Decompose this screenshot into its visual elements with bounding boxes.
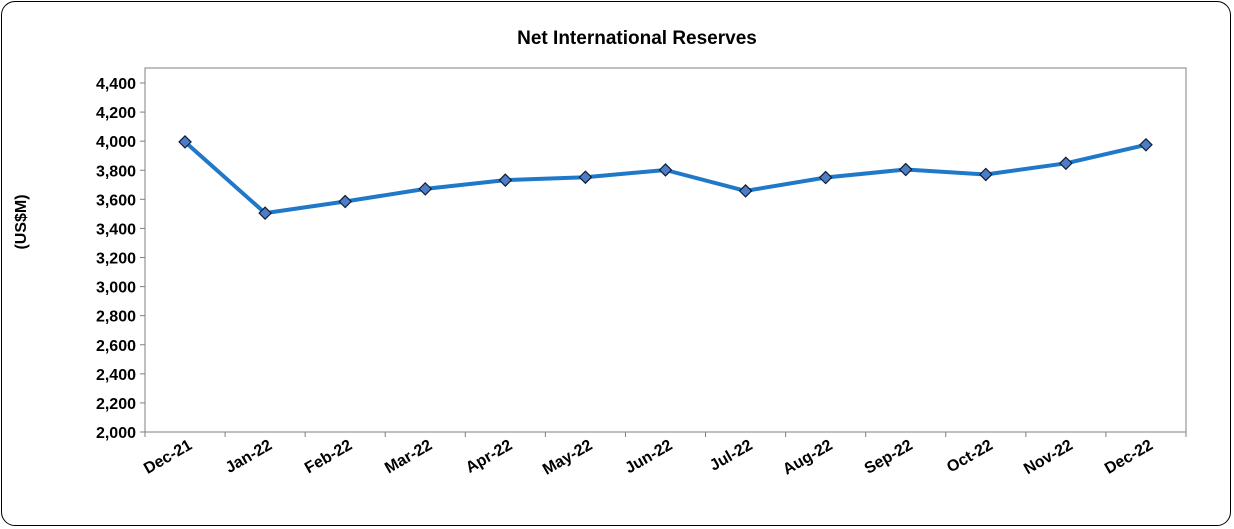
y-tick-label: 2,400 <box>96 367 136 384</box>
x-tick-label: Feb-22 <box>302 437 355 478</box>
series-group <box>178 135 1153 220</box>
x-tick-label: Jul-22 <box>707 437 756 475</box>
x-tick-label: Oct-22 <box>944 437 996 477</box>
y-tick-label: 4,200 <box>96 105 136 122</box>
x-tick-label: Mar-22 <box>382 437 435 478</box>
x-tick-label: Dec-22 <box>1102 437 1156 478</box>
data-point <box>818 170 833 185</box>
y-tick-label: 4,000 <box>96 134 136 151</box>
data-point <box>498 173 513 187</box>
data-point <box>418 182 433 196</box>
y-tick-label: 3,600 <box>96 192 136 209</box>
data-point <box>1139 137 1153 152</box>
y-tick-label: 3,400 <box>96 221 136 238</box>
x-axis: Dec-21 Jan-22 Feb-22 Mar-22 Apr-22 May-22 Jun-… <box>141 432 1187 479</box>
data-point <box>738 184 753 198</box>
y-tick-label: 4,400 <box>96 76 136 93</box>
data-point <box>1059 156 1073 171</box>
y-axis: 2,000 2,200 2,400 2,600 2,800 3,000 3,200 3,400… <box>96 76 145 442</box>
x-tick-label: Apr-22 <box>463 437 515 477</box>
y-tick-label: 2,000 <box>96 425 136 442</box>
x-tick-label: Nov-22 <box>1021 437 1076 478</box>
data-point <box>258 206 272 220</box>
chart-title: Net International Reserves <box>517 28 757 49</box>
y-tick-label: 2,200 <box>96 396 136 413</box>
x-tick-label: Aug-22 <box>780 437 836 479</box>
data-point <box>898 162 913 177</box>
x-tick-label: Sep-22 <box>862 437 916 478</box>
data-point <box>578 170 593 185</box>
y-tick-label: 2,600 <box>96 338 136 355</box>
x-tick-label: Jun-22 <box>622 437 675 478</box>
data-point <box>658 163 673 177</box>
y-axis-label: (US$M) <box>13 194 30 249</box>
y-tick-label: 3,200 <box>96 251 136 268</box>
x-tick-label: Dec-21 <box>141 437 195 478</box>
y-tick-label: 3,800 <box>96 163 136 180</box>
y-tick-label: 3,000 <box>96 280 136 297</box>
data-point <box>178 135 192 149</box>
data-point <box>338 194 353 209</box>
y-tick-label: 2,800 <box>96 309 136 326</box>
plot-area <box>144 67 1187 433</box>
x-tick-label: Jan-22 <box>223 437 275 477</box>
x-tick-label: May-22 <box>540 437 596 479</box>
data-point <box>978 167 993 182</box>
